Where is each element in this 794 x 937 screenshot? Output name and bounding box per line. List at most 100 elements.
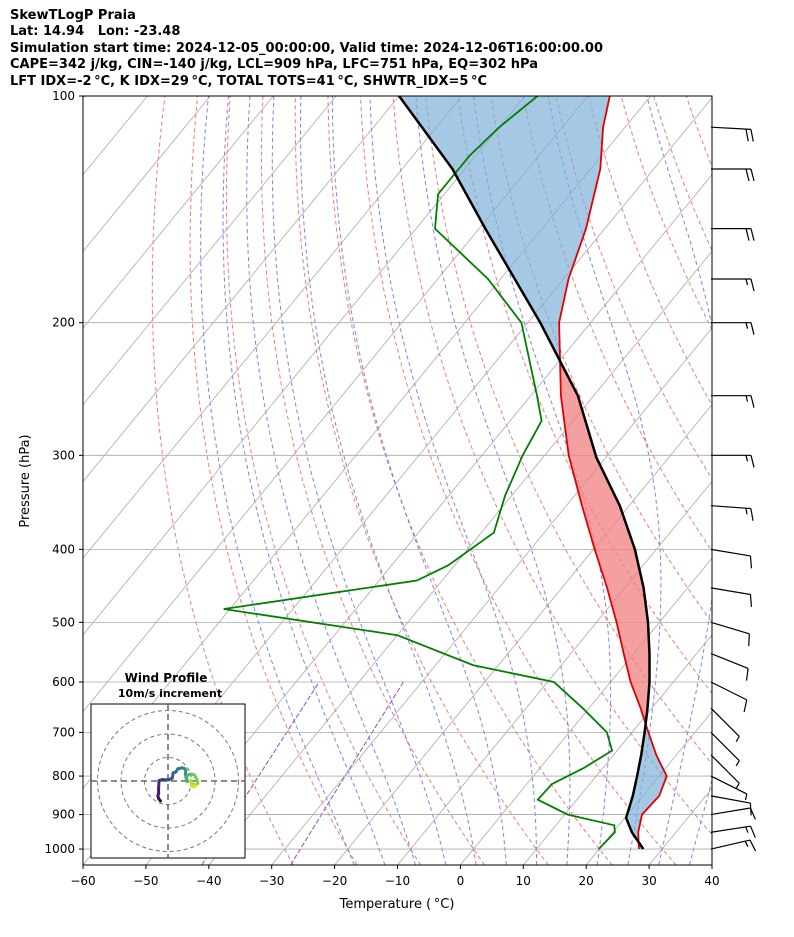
y-tick-label: 300 (52, 448, 75, 462)
wind-barb-half-flag (745, 508, 748, 515)
wind-barb-half-flag (735, 782, 740, 789)
y-tick-label: 1000 (44, 842, 75, 856)
isotherm-line (397, 480, 712, 865)
y-tick-label: 600 (52, 675, 75, 689)
wind-barb-staff (710, 807, 751, 816)
dry-adiabats (151, 96, 794, 865)
moist-adiabat-line (720, 96, 794, 865)
wind-barb-flag (750, 168, 755, 182)
cape-fill (560, 362, 650, 726)
wind-barb-half-flag (744, 793, 748, 801)
wind-barb (710, 839, 757, 852)
y-axis-ticks: 1000 900 800 700 600 500 400 300 200 100 (44, 89, 83, 856)
dry-adiabat-line (620, 96, 712, 331)
dry-adiabat-line (425, 96, 712, 765)
dry-adiabat-line (752, 96, 794, 865)
indices-line: CAPE=342 j/kg, CIN=-140 j/kg, LCL=909 hP… (10, 57, 538, 73)
wind-barb-flag (749, 825, 756, 838)
cin-fill (399, 96, 610, 363)
wind-barb (710, 681, 748, 713)
isotherm-line (460, 557, 712, 865)
x-tick-label: 40 (704, 874, 719, 888)
dry-adiabat-line (719, 96, 794, 865)
moist-adiabats (200, 96, 794, 865)
cin-fill (626, 726, 667, 844)
wind-barb-flag (745, 168, 750, 182)
wind-barb-flag (750, 228, 755, 241)
hodograph-trace-segment (192, 784, 198, 789)
moist-adiabat-line (271, 96, 447, 865)
wind-barb-half-flag (745, 278, 749, 286)
wind-barb (711, 454, 755, 468)
cape-cin-fills (399, 96, 667, 849)
wind-barb-flag (749, 839, 757, 852)
dry-adiabat-line (327, 96, 613, 865)
wind-barb-flag (745, 128, 749, 142)
isotherm-line (145, 174, 712, 865)
wind-barb-staff (710, 652, 749, 669)
dry-adiabat-line (653, 96, 712, 252)
dewpoint-profile (223, 96, 616, 850)
location-line: Lat: 14.94 Lon: -23.48 (10, 24, 181, 40)
wind-barb (710, 795, 752, 816)
y-tick-label: 500 (52, 615, 75, 629)
wind-barb-half-flag (745, 826, 749, 833)
stability-line: LFT IDX=-2 °C, K IDX=29 °C, TOTAL TOTS=4… (10, 73, 488, 89)
wind-barb (710, 621, 750, 647)
wind-barb-half-flag (745, 395, 749, 402)
wind-barb (711, 322, 755, 335)
x-tick-label: −40 (196, 874, 221, 888)
wind-barb-staff (710, 126, 751, 130)
isotherm-line (208, 250, 712, 865)
wind-barb-staff (710, 621, 750, 635)
wind-barb (710, 652, 749, 681)
isotherm-line (775, 96, 794, 865)
dry-adiabat-line (392, 96, 712, 836)
moist-adiabat-line (547, 96, 662, 865)
hodograph-inset: Wind Profile 10m/s increment (90, 671, 246, 859)
x-axis-ticks: −60 −50 −40 −30 −20 −10 0 10 20 30 40 (70, 865, 720, 888)
x-tick-label: 0 (457, 874, 465, 888)
wind-barbs (710, 126, 757, 852)
x-tick-label: −20 (322, 874, 347, 888)
wind-barb-flag (750, 129, 754, 142)
moist-adiabat-line (246, 96, 416, 865)
y-tick-label: 400 (52, 542, 75, 556)
wind-barb-flag (745, 228, 750, 241)
wind-barb-half-flag (744, 840, 749, 847)
wind-barb-staff (710, 587, 751, 596)
dry-adiabat-line (685, 96, 712, 168)
isotherm-line (711, 864, 712, 865)
y-tick-label: 800 (52, 769, 75, 783)
wind-barb-staff (710, 731, 740, 762)
wind-barb (710, 707, 740, 743)
x-tick-label: 30 (641, 874, 656, 888)
y-axis-label: Pressure (hPa) (18, 434, 33, 527)
x-tick-label: −60 (70, 874, 95, 888)
wind-barb-half-flag (735, 760, 740, 767)
moist-adiabat-line (473, 96, 612, 865)
isotherm-line (83, 96, 274, 329)
wind-barb-flag (745, 668, 749, 681)
hodograph-ring (97, 710, 239, 852)
isotherm-line (522, 634, 712, 865)
isotherm-line (585, 710, 712, 865)
x-tick-label: −30 (259, 874, 284, 888)
moist-adiabat-line (415, 96, 571, 865)
wind-barb (711, 395, 755, 408)
moist-adiabat-line (688, 778, 712, 865)
wind-barb (710, 825, 756, 838)
chart-header: SkewTLogP Praia Lat: 14.94 Lon: -23.48 S… (10, 8, 603, 90)
wind-barb-staff (710, 707, 740, 737)
dry-adiabat-line (784, 96, 794, 865)
wind-barb-flag (750, 395, 755, 408)
x-axis-label: Temperature ( °C) (339, 897, 455, 912)
wind-barb (711, 278, 755, 292)
y-tick-label: 900 (52, 808, 75, 822)
x-tick-label: −50 (133, 874, 158, 888)
wind-barb-flag (743, 699, 748, 713)
dry-adiabat-line (588, 96, 712, 407)
parcel-profile (398, 96, 651, 850)
isotherm-line (648, 787, 712, 865)
